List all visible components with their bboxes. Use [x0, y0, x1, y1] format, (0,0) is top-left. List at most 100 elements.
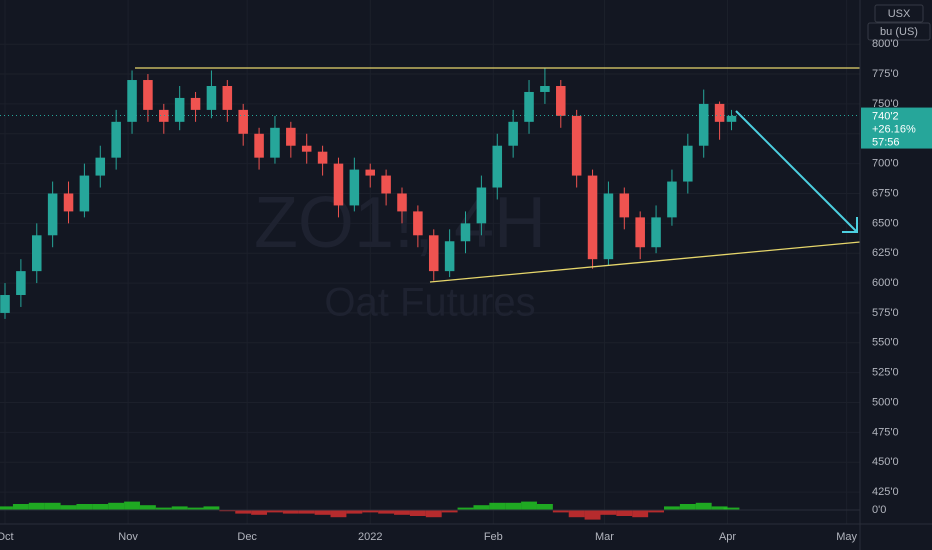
y-tick-label: 575'0: [872, 307, 899, 319]
candle-body: [365, 169, 375, 176]
candle-body: [301, 145, 312, 152]
forecast-arrowhead: [842, 217, 858, 233]
indicator-bar: [441, 510, 458, 513]
candle-body: [492, 145, 503, 188]
y-tick-label: 600'0: [872, 277, 899, 289]
indicator-bar: [139, 505, 156, 510]
support-line: [429, 241, 861, 283]
indicator-bar: [616, 510, 633, 516]
y-tick-label: 700'0: [872, 158, 899, 170]
indicator-bar: [187, 507, 204, 510]
indicator-bar: [679, 504, 696, 510]
x-tick-label: Apr: [719, 531, 736, 543]
indicator-bar: [568, 510, 585, 518]
candle-body: [333, 163, 344, 206]
indicator-bar: [584, 510, 601, 520]
candle-body: [726, 115, 737, 122]
indicator-bar: [505, 502, 522, 510]
candle-body: [127, 80, 137, 122]
candle-body: [571, 115, 582, 176]
candle-body: [16, 271, 26, 296]
x-tick-label: May: [836, 531, 857, 543]
indicator-bar: [171, 506, 188, 510]
candle-body: [238, 109, 248, 134]
x-tick-label: Nov: [118, 531, 138, 543]
indicator-bar: [203, 506, 220, 510]
y-tick-label: 675'0: [872, 187, 899, 199]
indicator-bar: [12, 504, 29, 510]
indicator-bar: [394, 510, 410, 515]
candle-body: [635, 217, 645, 248]
indicator-bar: [298, 510, 315, 514]
candle-body: [587, 175, 598, 260]
candle-body: [222, 85, 233, 110]
indicator-bar: [235, 510, 252, 514]
candle-body: [190, 97, 201, 110]
y-tick-label: 525'0: [872, 367, 899, 379]
indicator-bar: [664, 506, 680, 510]
candle-body: [619, 193, 630, 218]
candle-body: [286, 127, 296, 146]
indicator-bar: [314, 510, 331, 515]
candle-body: [698, 103, 709, 146]
indicator-bar: [457, 507, 474, 510]
indicator-bar: [219, 510, 236, 512]
candle-body: [444, 241, 455, 272]
candle-body: [159, 109, 169, 122]
indicator-bar: [330, 510, 347, 518]
y-tick-label: 500'0: [872, 396, 899, 408]
unit[interactable]: bu (US): [880, 26, 918, 38]
indicator-bar: [267, 510, 283, 513]
indicator-bar: [489, 502, 506, 510]
y-tick-label: 550'0: [872, 337, 899, 349]
indicator-bar: [552, 510, 569, 513]
candle-body: [508, 121, 518, 146]
indicator-bar: [124, 501, 140, 510]
candle-body: [413, 211, 423, 236]
candle-body: [603, 193, 614, 260]
unit-box[interactable]: [867, 22, 931, 41]
candle-body: [143, 80, 153, 110]
candle-body: [349, 169, 360, 206]
y-tick-label: 750'0: [872, 98, 899, 110]
indicator-bar: [723, 507, 740, 510]
indicator-bar: [378, 510, 395, 514]
candle-body: [428, 235, 439, 272]
candle-body: [476, 187, 487, 224]
candle-body: [540, 85, 550, 92]
candle-body: [174, 97, 185, 122]
candle-body: [397, 193, 407, 212]
currency[interactable]: USX: [888, 8, 911, 20]
candle-body: [460, 223, 471, 242]
candle-body: [63, 193, 74, 212]
candle-body: [254, 133, 264, 158]
candle-body: [667, 181, 677, 218]
indicator-tick-label: 0'0: [872, 504, 886, 516]
candle-body: [556, 85, 566, 116]
indicator-bar: [0, 506, 13, 510]
y-tick-label: 475'0: [872, 426, 899, 438]
indicator-bar: [711, 506, 728, 510]
y-tick-label: 625'0: [872, 247, 899, 259]
y-tick-label: 775'0: [872, 68, 899, 80]
indicator-bar: [108, 502, 125, 510]
indicator-bar: [282, 510, 299, 514]
countdown: 57:56: [872, 136, 900, 148]
candle-body: [79, 175, 90, 212]
x-tick-label: 2022: [358, 531, 382, 543]
candle-body: [683, 145, 693, 182]
candle-body: [651, 217, 661, 248]
currency-box[interactable]: [874, 4, 924, 23]
indicator-bar: [632, 510, 649, 518]
y-tick-label: 650'0: [872, 217, 899, 229]
last-price-label: 740'2: [872, 110, 899, 122]
candle-body: [111, 121, 121, 158]
candle-body: [524, 91, 534, 122]
indicator-bar: [648, 510, 665, 513]
candle-body: [317, 151, 328, 164]
indicator-bar: [155, 507, 172, 510]
x-tick-label: Dec: [237, 531, 257, 543]
indicator-bar: [92, 504, 109, 510]
